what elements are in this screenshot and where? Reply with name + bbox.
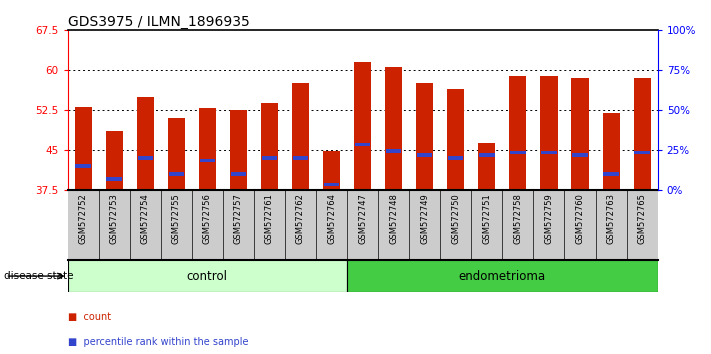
Bar (200, 159, 215, 162)
Bar (230, 110, 247, 190)
Text: GSM572752: GSM572752 (79, 193, 87, 244)
Bar (106, 131, 123, 190)
Text: GSM572750: GSM572750 (451, 193, 460, 244)
Text: GSM572761: GSM572761 (265, 193, 274, 244)
Text: endometrioma: endometrioma (459, 270, 546, 282)
Bar (169, 172, 184, 176)
Bar (479, 153, 495, 157)
Bar (540, 76, 557, 190)
Bar (199, 108, 216, 190)
Bar (230, 172, 246, 176)
Bar (355, 143, 370, 147)
Text: GSM572753: GSM572753 (109, 193, 119, 244)
Text: disease state: disease state (4, 271, 73, 281)
Text: GSM572757: GSM572757 (234, 193, 243, 244)
Bar (347, 260, 658, 292)
Text: GSM572765: GSM572765 (638, 193, 646, 244)
Text: GSM572760: GSM572760 (575, 193, 584, 244)
Bar (634, 78, 651, 190)
Bar (68, 260, 347, 292)
Bar (448, 156, 464, 160)
Bar (324, 183, 339, 186)
Text: GSM572763: GSM572763 (606, 193, 616, 244)
Text: control: control (187, 270, 228, 282)
Text: GSM572749: GSM572749 (420, 193, 429, 244)
Bar (262, 156, 277, 160)
Text: ■  percentile rank within the sample: ■ percentile rank within the sample (68, 337, 248, 347)
Bar (509, 76, 526, 190)
Bar (261, 103, 278, 190)
Bar (75, 107, 92, 190)
Text: ■  count: ■ count (68, 312, 111, 322)
Bar (541, 151, 557, 154)
Bar (416, 83, 433, 190)
Text: GSM572756: GSM572756 (203, 193, 212, 244)
Bar (386, 149, 401, 153)
Text: GSM572751: GSM572751 (482, 193, 491, 244)
Bar (510, 151, 525, 154)
Text: GSM572758: GSM572758 (513, 193, 523, 244)
Text: GSM572762: GSM572762 (296, 193, 305, 244)
Bar (293, 156, 308, 160)
Bar (479, 143, 496, 190)
Bar (447, 88, 464, 190)
Bar (75, 164, 91, 168)
Text: GSM572764: GSM572764 (327, 193, 336, 244)
Text: GSM572748: GSM572748 (389, 193, 398, 244)
Text: GSM572747: GSM572747 (358, 193, 367, 244)
Bar (168, 118, 185, 190)
Text: GSM572755: GSM572755 (172, 193, 181, 244)
Bar (602, 113, 619, 190)
Bar (292, 83, 309, 190)
Bar (323, 151, 340, 190)
Bar (354, 62, 371, 190)
Bar (634, 151, 650, 154)
Bar (107, 177, 122, 181)
Bar (417, 153, 432, 157)
Bar (385, 67, 402, 190)
Bar (572, 78, 589, 190)
Text: GDS3975 / ILMN_1896935: GDS3975 / ILMN_1896935 (68, 15, 250, 29)
Bar (604, 172, 619, 176)
Bar (137, 97, 154, 190)
Text: GSM572759: GSM572759 (545, 193, 553, 244)
Bar (572, 153, 588, 157)
Bar (137, 156, 153, 160)
Text: GSM572754: GSM572754 (141, 193, 150, 244)
